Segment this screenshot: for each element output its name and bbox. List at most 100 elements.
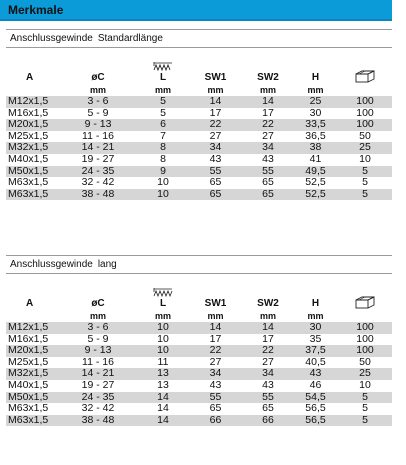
table-cell: 14 bbox=[243, 321, 293, 334]
table-cell: 50 bbox=[359, 355, 371, 368]
table-cell: 43 bbox=[262, 378, 274, 391]
unit-cell: mm bbox=[154, 310, 171, 321]
col-header-package bbox=[338, 288, 392, 309]
table-cell: 19 - 27 bbox=[81, 152, 115, 165]
col-header: L bbox=[159, 72, 167, 83]
table-cell: 55 bbox=[188, 165, 243, 178]
table-cell: 100 bbox=[356, 332, 374, 345]
title-bar: Merkmale bbox=[0, 0, 392, 21]
table-row: M12x1,5 3 - 6 10 14 14 30 100 bbox=[6, 321, 392, 334]
table-cell: 36,5 bbox=[305, 129, 326, 142]
table-cell: 5 bbox=[338, 414, 392, 427]
page-title: Merkmale bbox=[8, 3, 64, 17]
table-cell: M12x1,5 bbox=[6, 321, 58, 334]
table-cell: 55 bbox=[243, 391, 293, 404]
col-header: SW1 bbox=[204, 298, 227, 309]
col-header: øC bbox=[91, 72, 105, 83]
table-cell: 22 bbox=[243, 119, 293, 131]
table-cell: 10 bbox=[157, 332, 169, 345]
table-row: M12x1,5 3 - 6 5 14 14 25 100 bbox=[6, 95, 392, 108]
col-header: H bbox=[311, 72, 320, 83]
table-cell: 24 - 35 bbox=[58, 165, 138, 178]
table-cell: 25 bbox=[338, 368, 392, 380]
col-header: L bbox=[159, 298, 167, 309]
table-cell: 27 bbox=[209, 355, 222, 368]
table-cell: 30 bbox=[293, 321, 338, 334]
table-cell: 27 bbox=[262, 129, 274, 142]
table-cell: 34 bbox=[188, 368, 243, 380]
table-cell: 25 bbox=[338, 142, 392, 154]
col-header-length: L bbox=[138, 62, 188, 83]
table-cell: 100 bbox=[356, 106, 374, 119]
table-row: M25x1,5 11 - 16 7 27 27 36,5 50 bbox=[6, 129, 392, 143]
table-cell: 8 bbox=[160, 152, 166, 165]
table-cell: 6 bbox=[138, 119, 188, 131]
table-cell: 35 bbox=[309, 332, 322, 345]
table-cell: 34 bbox=[243, 368, 293, 380]
table-cell: 3 - 6 bbox=[58, 321, 138, 334]
table-cell: 56,5 bbox=[305, 402, 326, 415]
table-row: M25x1,5 11 - 16 11 27 27 40,5 50 bbox=[6, 355, 392, 369]
table-cell: M40x1,5 bbox=[8, 152, 49, 165]
table-cell: 54,5 bbox=[293, 391, 338, 404]
table-row: M16x1,5 5 - 9 5 17 17 30 100 bbox=[6, 106, 392, 120]
table-cell: 3 - 6 bbox=[58, 95, 138, 108]
table-cell: 14 bbox=[243, 95, 293, 108]
table-row: M63x1,5 32 - 42 10 65 65 52,5 5 bbox=[6, 177, 392, 189]
table-cell: 10 bbox=[138, 345, 188, 357]
table-cell: 100 bbox=[338, 119, 392, 131]
section-heading: Anschlussgewinde Standardlänge bbox=[6, 29, 392, 48]
table-cell: 5 bbox=[338, 188, 392, 201]
table-cell: 66 bbox=[188, 414, 243, 427]
heading-part: lang bbox=[97, 259, 117, 270]
col-header: H bbox=[311, 298, 320, 309]
table-cell: 33,5 bbox=[293, 119, 338, 131]
col-header: A bbox=[26, 72, 34, 83]
table-row: M16x1,5 5 - 9 10 17 17 35 100 bbox=[6, 332, 392, 346]
table-cell: 65 bbox=[209, 176, 222, 189]
unit-cell: mm bbox=[207, 310, 224, 321]
table-cell: 22 bbox=[243, 345, 293, 357]
col-header: SW1 bbox=[204, 72, 227, 83]
table-cell: M16x1,5 bbox=[8, 332, 49, 345]
table-row: M40x1,5 19 - 27 13 43 43 46 10 bbox=[6, 378, 392, 392]
section-long: Anschlussgewinde lang A øC L SW1 SW2 H bbox=[6, 255, 392, 427]
table-cell: 43 bbox=[209, 152, 222, 165]
table-cell: M16x1,5 bbox=[8, 106, 49, 119]
table-cell: 5 - 9 bbox=[87, 332, 109, 345]
table-cell: 9 - 13 bbox=[58, 119, 138, 131]
section-standard: Anschlussgewinde Standardlänge A øC L SW1… bbox=[6, 29, 392, 201]
table-cell: 43 bbox=[262, 152, 274, 165]
table-cell: M20x1,5 bbox=[6, 345, 58, 357]
table-cell: 14 bbox=[188, 321, 243, 334]
table-cell: M63x1,5 bbox=[6, 188, 58, 201]
table-cell: M50x1,5 bbox=[6, 391, 58, 404]
table-cell: 32 - 42 bbox=[81, 402, 115, 415]
heading-part: Anschlussgewinde bbox=[10, 33, 93, 44]
table-cell: M25x1,5 bbox=[8, 129, 49, 142]
table-cell: 65 bbox=[262, 402, 274, 415]
dimensions-table: A øC L SW1 SW2 H bbox=[6, 288, 392, 427]
table-cell: 14 bbox=[188, 95, 243, 108]
unit-cell: mm bbox=[207, 84, 224, 95]
table-cell: 34 bbox=[188, 142, 243, 154]
table-cell: 10 bbox=[138, 188, 188, 201]
unit-cell: mm bbox=[154, 84, 171, 95]
col-header: SW2 bbox=[257, 72, 279, 83]
table-cell: 37,5 bbox=[293, 345, 338, 357]
table-cell: 13 bbox=[157, 378, 169, 391]
table-row: M20x1,5 9 - 13 6 22 22 33,5 100 bbox=[6, 119, 392, 131]
table-cell: 30 bbox=[309, 106, 322, 119]
table-cell: 22 bbox=[188, 345, 243, 357]
table-cell: M20x1,5 bbox=[6, 119, 58, 131]
table-cell: 100 bbox=[338, 321, 392, 334]
table-row: M32x1,5 14 - 21 8 34 34 38 25 bbox=[6, 142, 392, 154]
table-cell: 5 bbox=[160, 106, 166, 119]
table-cell: 14 bbox=[138, 414, 188, 427]
package-box-icon bbox=[355, 296, 375, 309]
heading-part: Anschlussgewinde bbox=[10, 259, 93, 270]
table-cell: 5 - 9 bbox=[87, 106, 109, 119]
table-cell: 46 bbox=[309, 378, 322, 391]
table-cell: 14 bbox=[138, 391, 188, 404]
table-cell: 38 - 48 bbox=[58, 188, 138, 201]
